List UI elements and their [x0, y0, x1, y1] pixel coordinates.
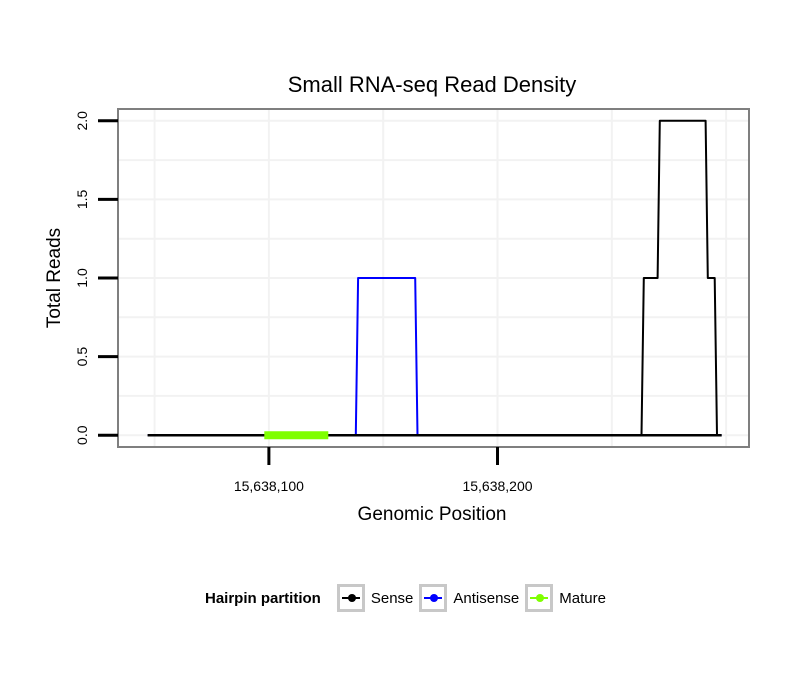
legend: Hairpin partition Sense Antisense Mature	[205, 580, 612, 616]
y-tick-label: 0.0	[74, 425, 90, 445]
legend-dot-icon	[536, 594, 545, 602]
y-tick-label: 1.5	[74, 189, 90, 209]
legend-title: Hairpin partition	[205, 589, 321, 607]
legend-key-sense	[336, 584, 365, 612]
legend-item-sense: Sense	[336, 584, 414, 612]
y-tick-label: 0.5	[74, 347, 90, 367]
series-sense-line	[147, 119, 722, 437]
axes: 0.0 0.5 1.0 1.5 2.0 15,638,100 15,638,200	[74, 111, 533, 494]
y-tick-label: 2.0	[74, 111, 90, 131]
y-axis-label: Total Reads	[44, 228, 65, 328]
legend-item-mature: Mature	[525, 584, 606, 612]
y-tick-label: 1.0	[74, 268, 90, 288]
legend-key-mature	[525, 584, 554, 612]
chart-title: Small RNA-seq Read Density	[288, 72, 577, 97]
legend-label-mature: Mature	[559, 589, 606, 607]
legend-dot-icon	[347, 594, 356, 602]
x-tick-label: 15,638,200	[462, 478, 532, 494]
grid	[118, 109, 749, 447]
legend-label-sense: Sense	[370, 589, 414, 607]
legend-dot-icon	[430, 594, 439, 602]
legend-label-antisense: Antisense	[453, 589, 520, 607]
legend-key-antisense	[419, 584, 448, 612]
legend-item-antisense: Antisense	[419, 584, 519, 612]
x-tick-label: 15,638,100	[234, 478, 304, 494]
x-axis-label: Genomic Position	[358, 504, 507, 525]
series-layer	[147, 119, 722, 440]
